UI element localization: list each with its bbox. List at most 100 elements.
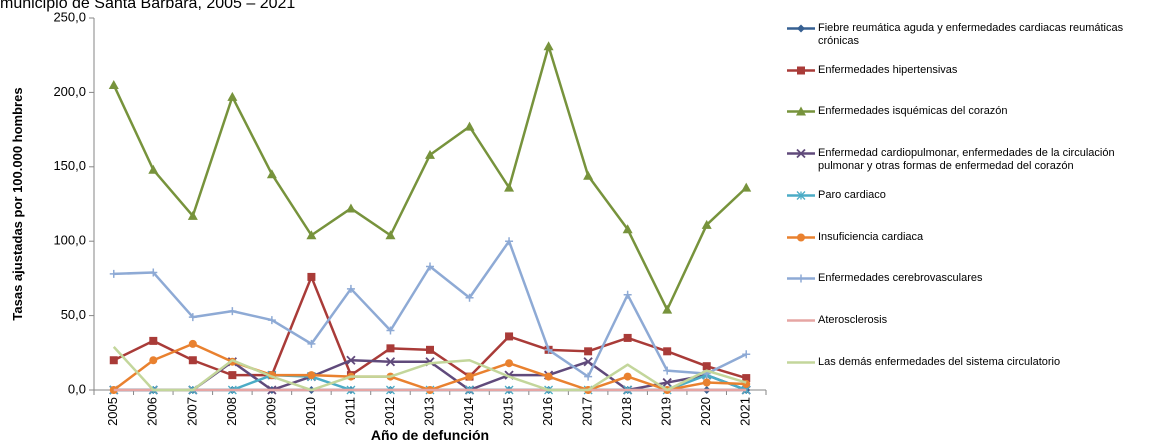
marker xyxy=(109,269,118,278)
legend-label: Fiebre reumática aguda y enfermedades ca… xyxy=(818,22,1124,47)
marker xyxy=(149,336,158,345)
marker xyxy=(149,268,158,277)
marker xyxy=(385,230,396,240)
marker xyxy=(702,378,711,387)
legend-swatch xyxy=(787,319,815,322)
marker xyxy=(583,170,594,180)
marker xyxy=(623,333,632,342)
marker xyxy=(583,357,593,367)
legend-entry: Insuficiencia cardiaca xyxy=(786,231,1146,244)
marker xyxy=(227,91,238,101)
x-tick-label: 2017 xyxy=(580,397,595,426)
marker xyxy=(544,345,553,354)
legend-label: Enfermedades hipertensivas xyxy=(818,63,958,76)
marker xyxy=(796,148,806,159)
legend-swatch xyxy=(787,24,815,33)
marker xyxy=(505,359,514,368)
marker xyxy=(741,182,752,192)
marker xyxy=(464,121,475,131)
marker xyxy=(796,106,806,116)
legend-label: Enfermedades isquémicas del corazón xyxy=(818,105,1008,118)
marker xyxy=(584,372,593,381)
marker xyxy=(346,284,355,293)
legend-entry: Enfermedades cerebrovasculares xyxy=(786,272,1146,285)
x-tick-label: 2014 xyxy=(461,397,476,426)
marker xyxy=(267,316,276,325)
legend-label: Aterosclerosis xyxy=(818,313,888,326)
legend-swatch xyxy=(787,274,815,283)
x-tick-label: 2011 xyxy=(342,397,357,425)
legend-label: Paro cardiaco xyxy=(818,188,886,201)
marker xyxy=(228,307,237,316)
x-tick-label: 2013 xyxy=(421,397,436,426)
x-tick-label: 2008 xyxy=(224,397,239,426)
x-tick-label: 2018 xyxy=(619,397,634,426)
legend-entry: Paro cardiaco xyxy=(786,189,1146,202)
legend-label: Enfermedad cardiopulmonar, enfermedades … xyxy=(818,147,1115,173)
legend-entry: Enfermedades isquémicas del corazón xyxy=(786,105,1146,118)
marker xyxy=(465,372,474,381)
x-tick-label: 2021 xyxy=(738,397,753,426)
marker xyxy=(662,377,672,388)
marker xyxy=(742,374,751,383)
marker xyxy=(426,262,434,271)
x-tick-label: 2009 xyxy=(263,397,278,426)
legend-label: Enfermedades cerebrovasculares xyxy=(818,272,983,285)
x-tick-label: 2005 xyxy=(105,397,120,426)
marker xyxy=(385,357,396,367)
marker xyxy=(663,347,672,356)
marker xyxy=(543,41,554,51)
marker xyxy=(702,362,711,371)
marker xyxy=(109,356,118,365)
x-tick-label: 2012 xyxy=(382,397,397,426)
legend-entry: Enfermedad cardiopulmonar, enfermedades … xyxy=(786,147,1146,173)
legend-entry: Aterosclerosis xyxy=(786,314,1146,327)
x-tick-label: 2007 xyxy=(184,397,199,426)
legend-label: Las demás enfermedades del sistema circu… xyxy=(818,355,1061,368)
marker xyxy=(797,24,805,33)
legend-swatch xyxy=(787,148,815,159)
marker xyxy=(108,79,119,89)
x-axis-label: Año de defunción xyxy=(371,427,489,443)
x-tick-label: 2019 xyxy=(659,397,674,426)
chart-title: municipio de Santa Bárbara, 2005 – 2021 xyxy=(0,0,295,12)
legend-swatch xyxy=(787,66,815,75)
x-tick-label: 2015 xyxy=(500,397,515,426)
x-tick-label: 2006 xyxy=(145,397,160,426)
marker xyxy=(187,210,198,220)
marker xyxy=(426,345,434,354)
y-tick-label: 250,0 xyxy=(53,9,86,24)
legend-swatch xyxy=(787,233,815,241)
marker xyxy=(584,347,593,356)
marker xyxy=(504,182,515,192)
marker xyxy=(662,304,673,314)
marker xyxy=(307,371,316,380)
marker xyxy=(797,233,805,241)
legend-label: Insuficiencia cardiaca xyxy=(818,230,924,243)
marker xyxy=(544,372,553,381)
marker xyxy=(505,237,514,246)
marker xyxy=(622,224,633,234)
y-axis-label: Tasas ajustadas por 100.000 hombres xyxy=(10,87,25,320)
series-line xyxy=(113,239,747,378)
y-tick-label: 100,0 xyxy=(53,233,86,248)
y-tick-label: 200,0 xyxy=(53,84,86,99)
marker xyxy=(701,219,712,229)
marker xyxy=(307,339,316,348)
y-tick-label: 50,0 xyxy=(61,307,86,322)
marker xyxy=(188,356,197,365)
legend-swatch xyxy=(787,190,815,200)
legend-entry: Fiebre reumática aguda y enfermedades ca… xyxy=(786,22,1146,48)
y-tick-label: 150,0 xyxy=(53,158,86,173)
marker xyxy=(386,326,395,335)
marker xyxy=(797,274,805,283)
legend-swatch xyxy=(787,360,815,364)
x-tick-label: 2016 xyxy=(540,397,555,426)
marker xyxy=(623,290,632,299)
legend-entry: Las demás enfermedades del sistema circu… xyxy=(786,356,1146,369)
marker xyxy=(465,293,474,302)
marker xyxy=(623,372,632,381)
legend-swatch xyxy=(787,106,815,116)
series-line xyxy=(112,346,747,392)
